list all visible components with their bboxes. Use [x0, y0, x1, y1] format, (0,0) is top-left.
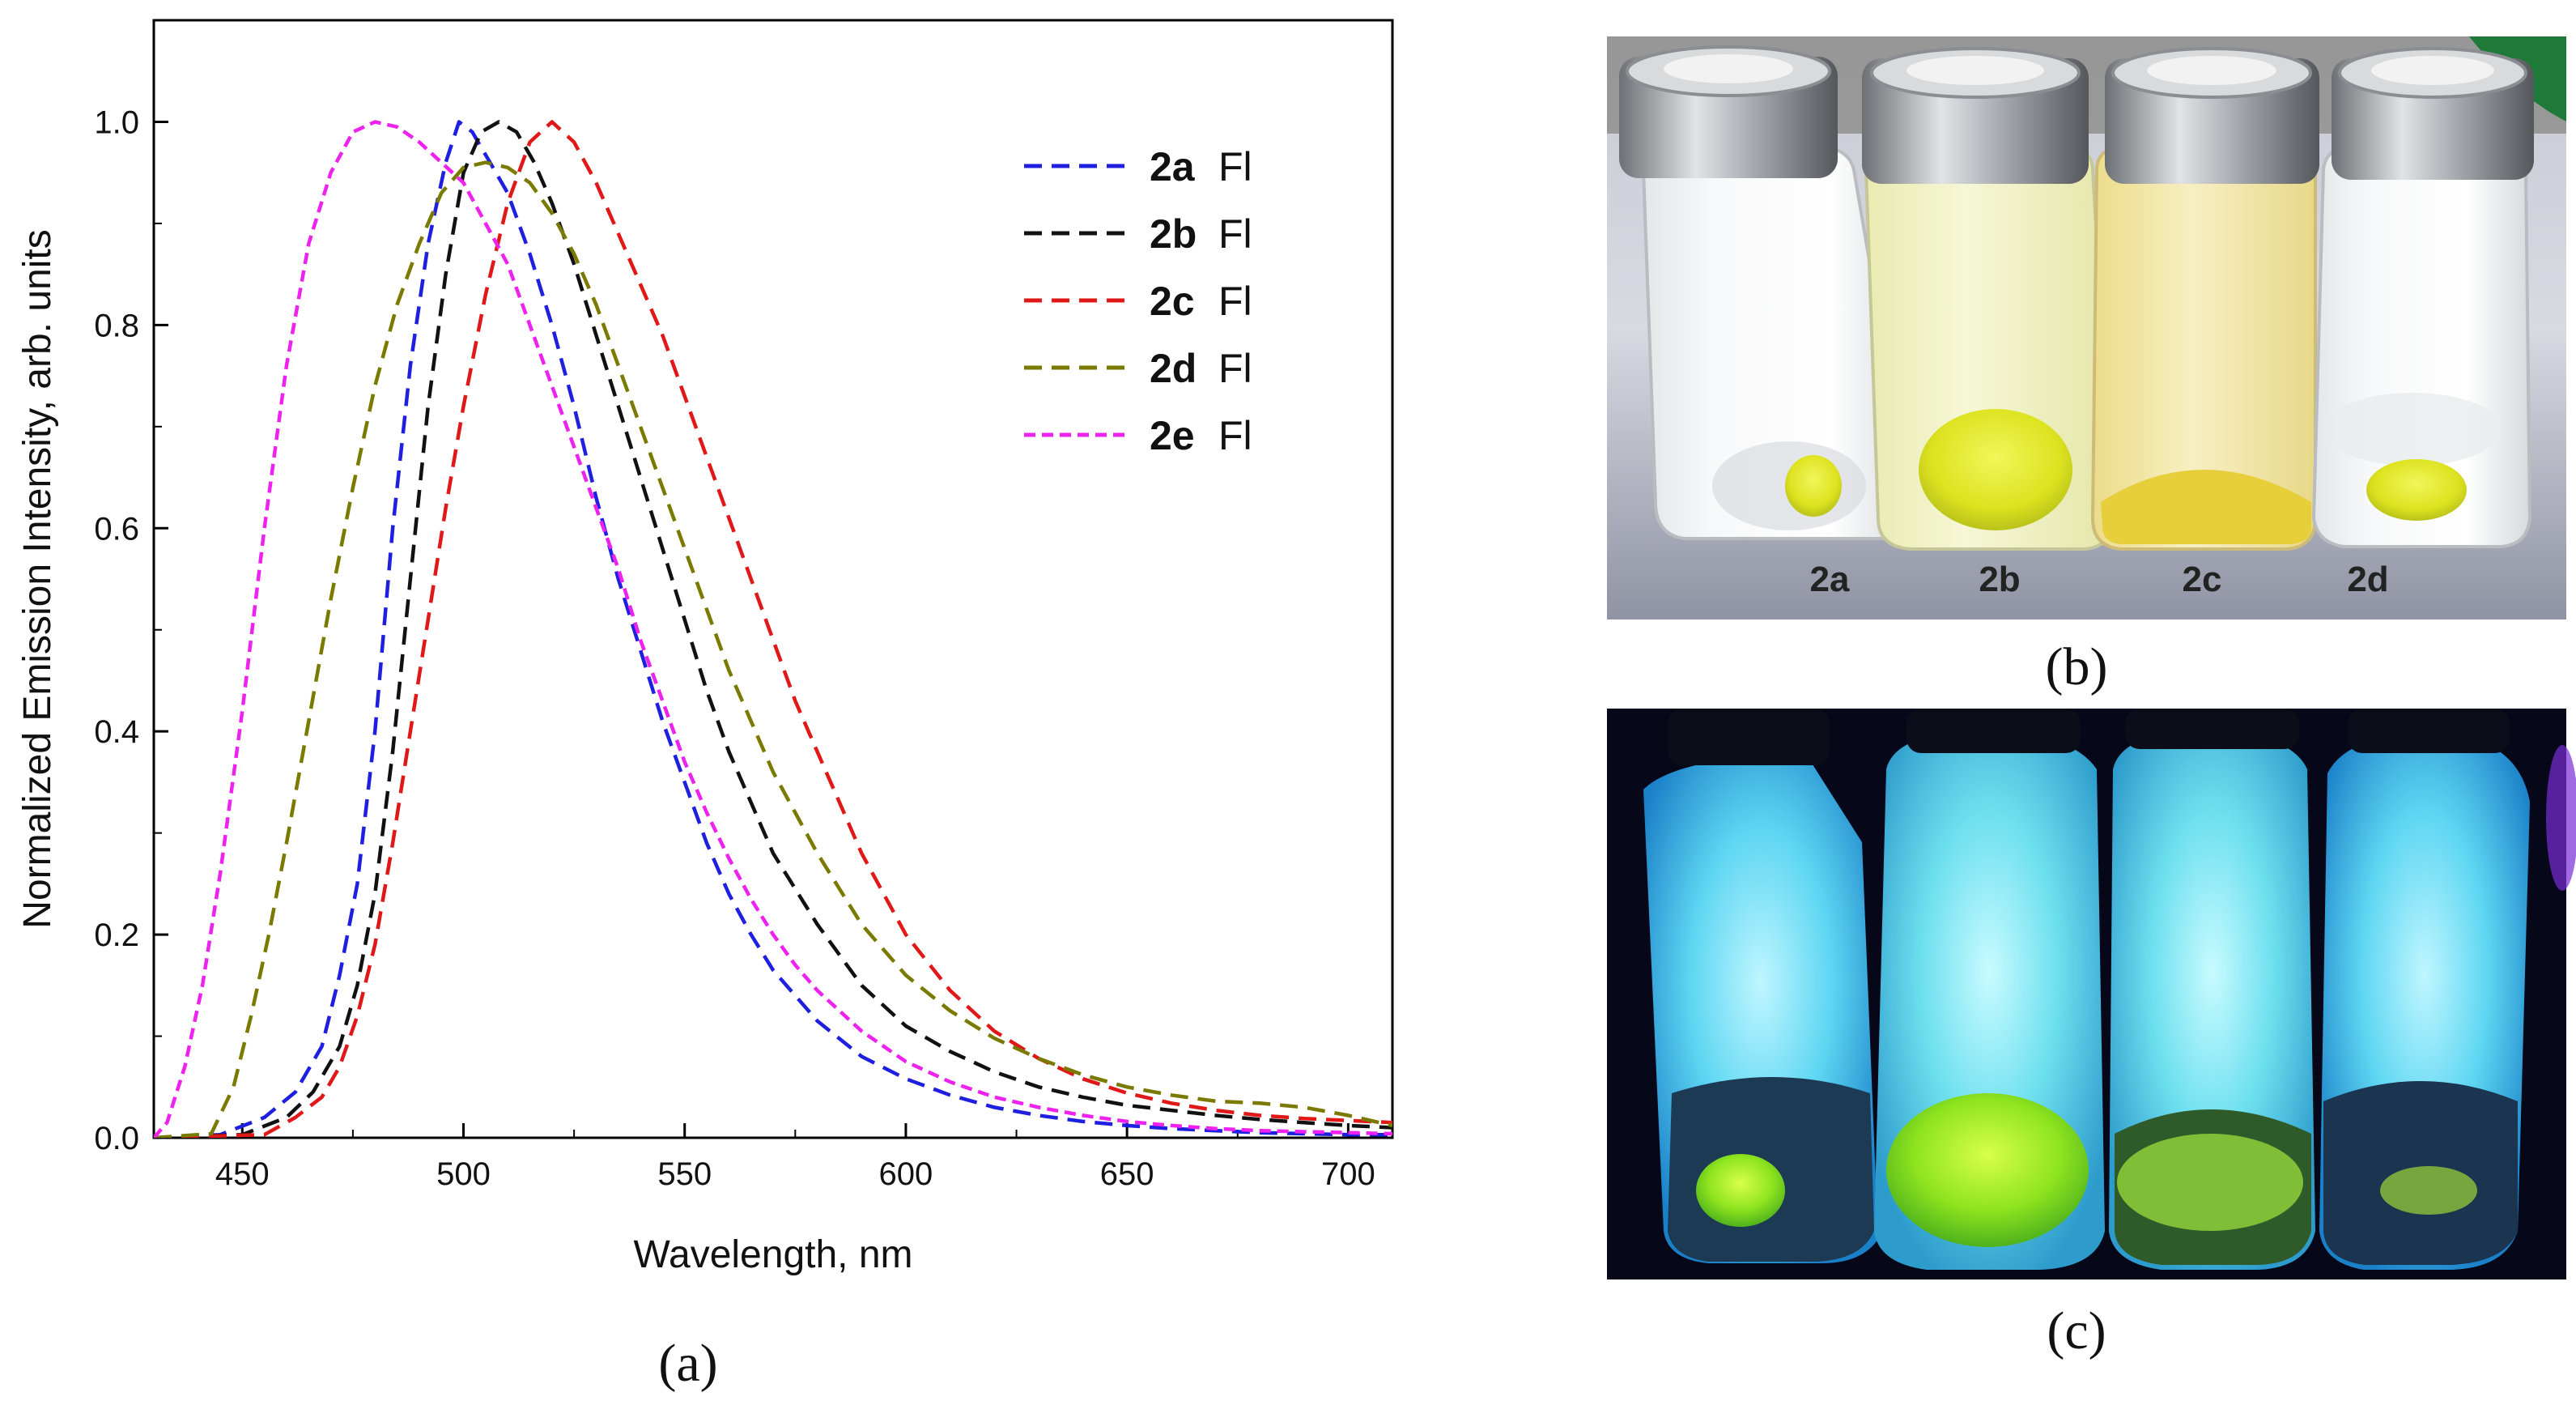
legend-suffix-2c: Fl [1218, 279, 1252, 324]
series-line-2c [154, 120, 1392, 1138]
panel-label-b: (b) [2046, 637, 2108, 696]
y-axis: 0.0 0.2 0.4 0.6 0.8 1.0 [94, 19, 168, 1156]
legend-label-2b: 2b [1150, 211, 1197, 257]
y-tick-label: 0.6 [94, 511, 139, 547]
vial-2b [1862, 47, 2115, 551]
series-line-2d [154, 160, 1392, 1138]
vial-label-2a: 2a [1810, 560, 1850, 599]
series-line-2a [154, 120, 1392, 1138]
x-tick-label: 650 [1100, 1156, 1154, 1192]
y-tick-label: 0.8 [94, 308, 139, 343]
legend-suffix-2a: Fl [1218, 144, 1252, 189]
x-axis: 450 500 550 600 650 700 [215, 1123, 1375, 1192]
vial-2c [2090, 47, 2319, 551]
x-axis-title: Wavelength, nm [633, 1233, 912, 1276]
vial-2a [1619, 45, 1913, 540]
legend: 2a Fl 2b Fl 2c Fl 2d Fl 2e Fl [1024, 144, 1252, 458]
series-line-2b [154, 120, 1392, 1138]
y-tick-label: 0.4 [94, 714, 139, 750]
series-lines [154, 120, 1392, 1138]
x-tick-label: 600 [879, 1156, 933, 1192]
vial-label-2d: 2d [2347, 560, 2388, 599]
legend-suffix-2b: Fl [1218, 211, 1252, 257]
panel-label-c: (c) [2047, 1301, 2106, 1360]
legend-suffix-2e: Fl [1218, 413, 1252, 458]
series-line-2e [154, 120, 1392, 1138]
photo-daylight: 2a 2b 2c 2d [1607, 36, 2566, 619]
legend-label-2a: 2a [1150, 144, 1196, 189]
vial-label-2c: 2c [2183, 560, 2222, 599]
photo-uv [1607, 709, 2576, 1279]
y-axis-title: Normalized Emission Intensity, arb. unit… [16, 229, 59, 928]
x-tick-label: 550 [657, 1156, 712, 1192]
y-tick-label: 1.0 [94, 104, 139, 140]
legend-suffix-2d: Fl [1218, 346, 1252, 391]
plot-area [152, 19, 1394, 1139]
legend-label-2e: 2e [1150, 413, 1195, 458]
x-tick-label: 700 [1321, 1156, 1375, 1192]
y-tick-label: 0.0 [94, 1121, 139, 1156]
vial-label-2b: 2b [1979, 560, 2020, 599]
x-tick-label: 500 [436, 1156, 491, 1192]
vial-2d [2311, 47, 2534, 548]
plot-frame [152, 19, 1394, 1139]
x-tick-label: 450 [215, 1156, 270, 1192]
panel-label-a: (a) [658, 1334, 717, 1393]
legend-label-2d: 2d [1150, 346, 1197, 391]
y-tick-label: 0.2 [94, 918, 139, 953]
legend-label-2c: 2c [1150, 279, 1195, 324]
